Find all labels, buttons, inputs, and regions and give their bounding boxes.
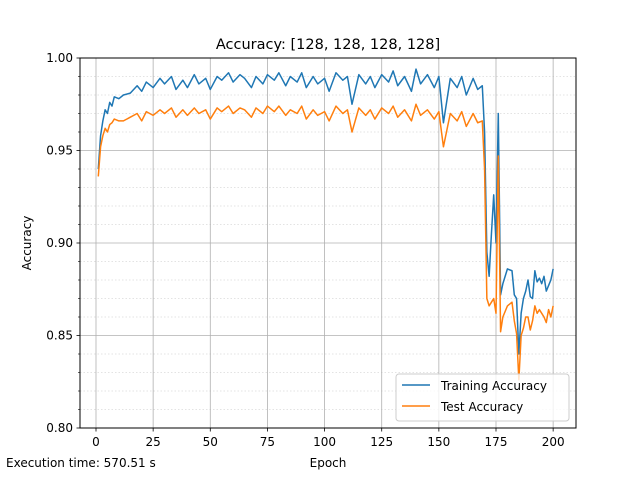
series-layer: [97, 68, 554, 381]
x-tick-label: 150: [427, 435, 450, 449]
legend-label-test: Test Accuracy: [440, 400, 523, 414]
training-accuracy-line: [97, 68, 554, 355]
y-tick-label: 1.00: [46, 51, 73, 65]
x-tick-label: 100: [313, 435, 336, 449]
x-axis: 0 25 50 75 100 125 150 175 200: [92, 428, 565, 449]
y-tick-label: 0.85: [46, 329, 73, 343]
x-tick-label: 25: [146, 435, 161, 449]
x-tick-label: 75: [260, 435, 275, 449]
x-tick-label: 200: [542, 435, 565, 449]
legend-box: [395, 373, 570, 422]
legend: Training Accuracy Test Accuracy: [395, 373, 570, 422]
x-tick-label: 125: [370, 435, 393, 449]
execution-time-text: Execution time: 570.51 s: [6, 456, 156, 470]
y-tick-label: 0.90: [46, 236, 73, 250]
test-accuracy-line: [97, 103, 554, 381]
x-axis-label: Epoch: [310, 456, 347, 470]
y-tick-label: 0.80: [46, 421, 73, 435]
x-tick-label: 0: [92, 435, 100, 449]
x-tick-label: 175: [485, 435, 508, 449]
y-tick-label: 0.95: [46, 144, 73, 158]
legend-label-training: Training Accuracy: [440, 379, 547, 393]
chart-title: Accuracy: [128, 128, 128, 128]: [216, 37, 440, 53]
x-tick-label: 50: [203, 435, 218, 449]
y-axis-label: Accuracy: [20, 216, 34, 271]
y-axis: 0.80 0.85 0.90 0.95 1.00: [46, 51, 80, 435]
